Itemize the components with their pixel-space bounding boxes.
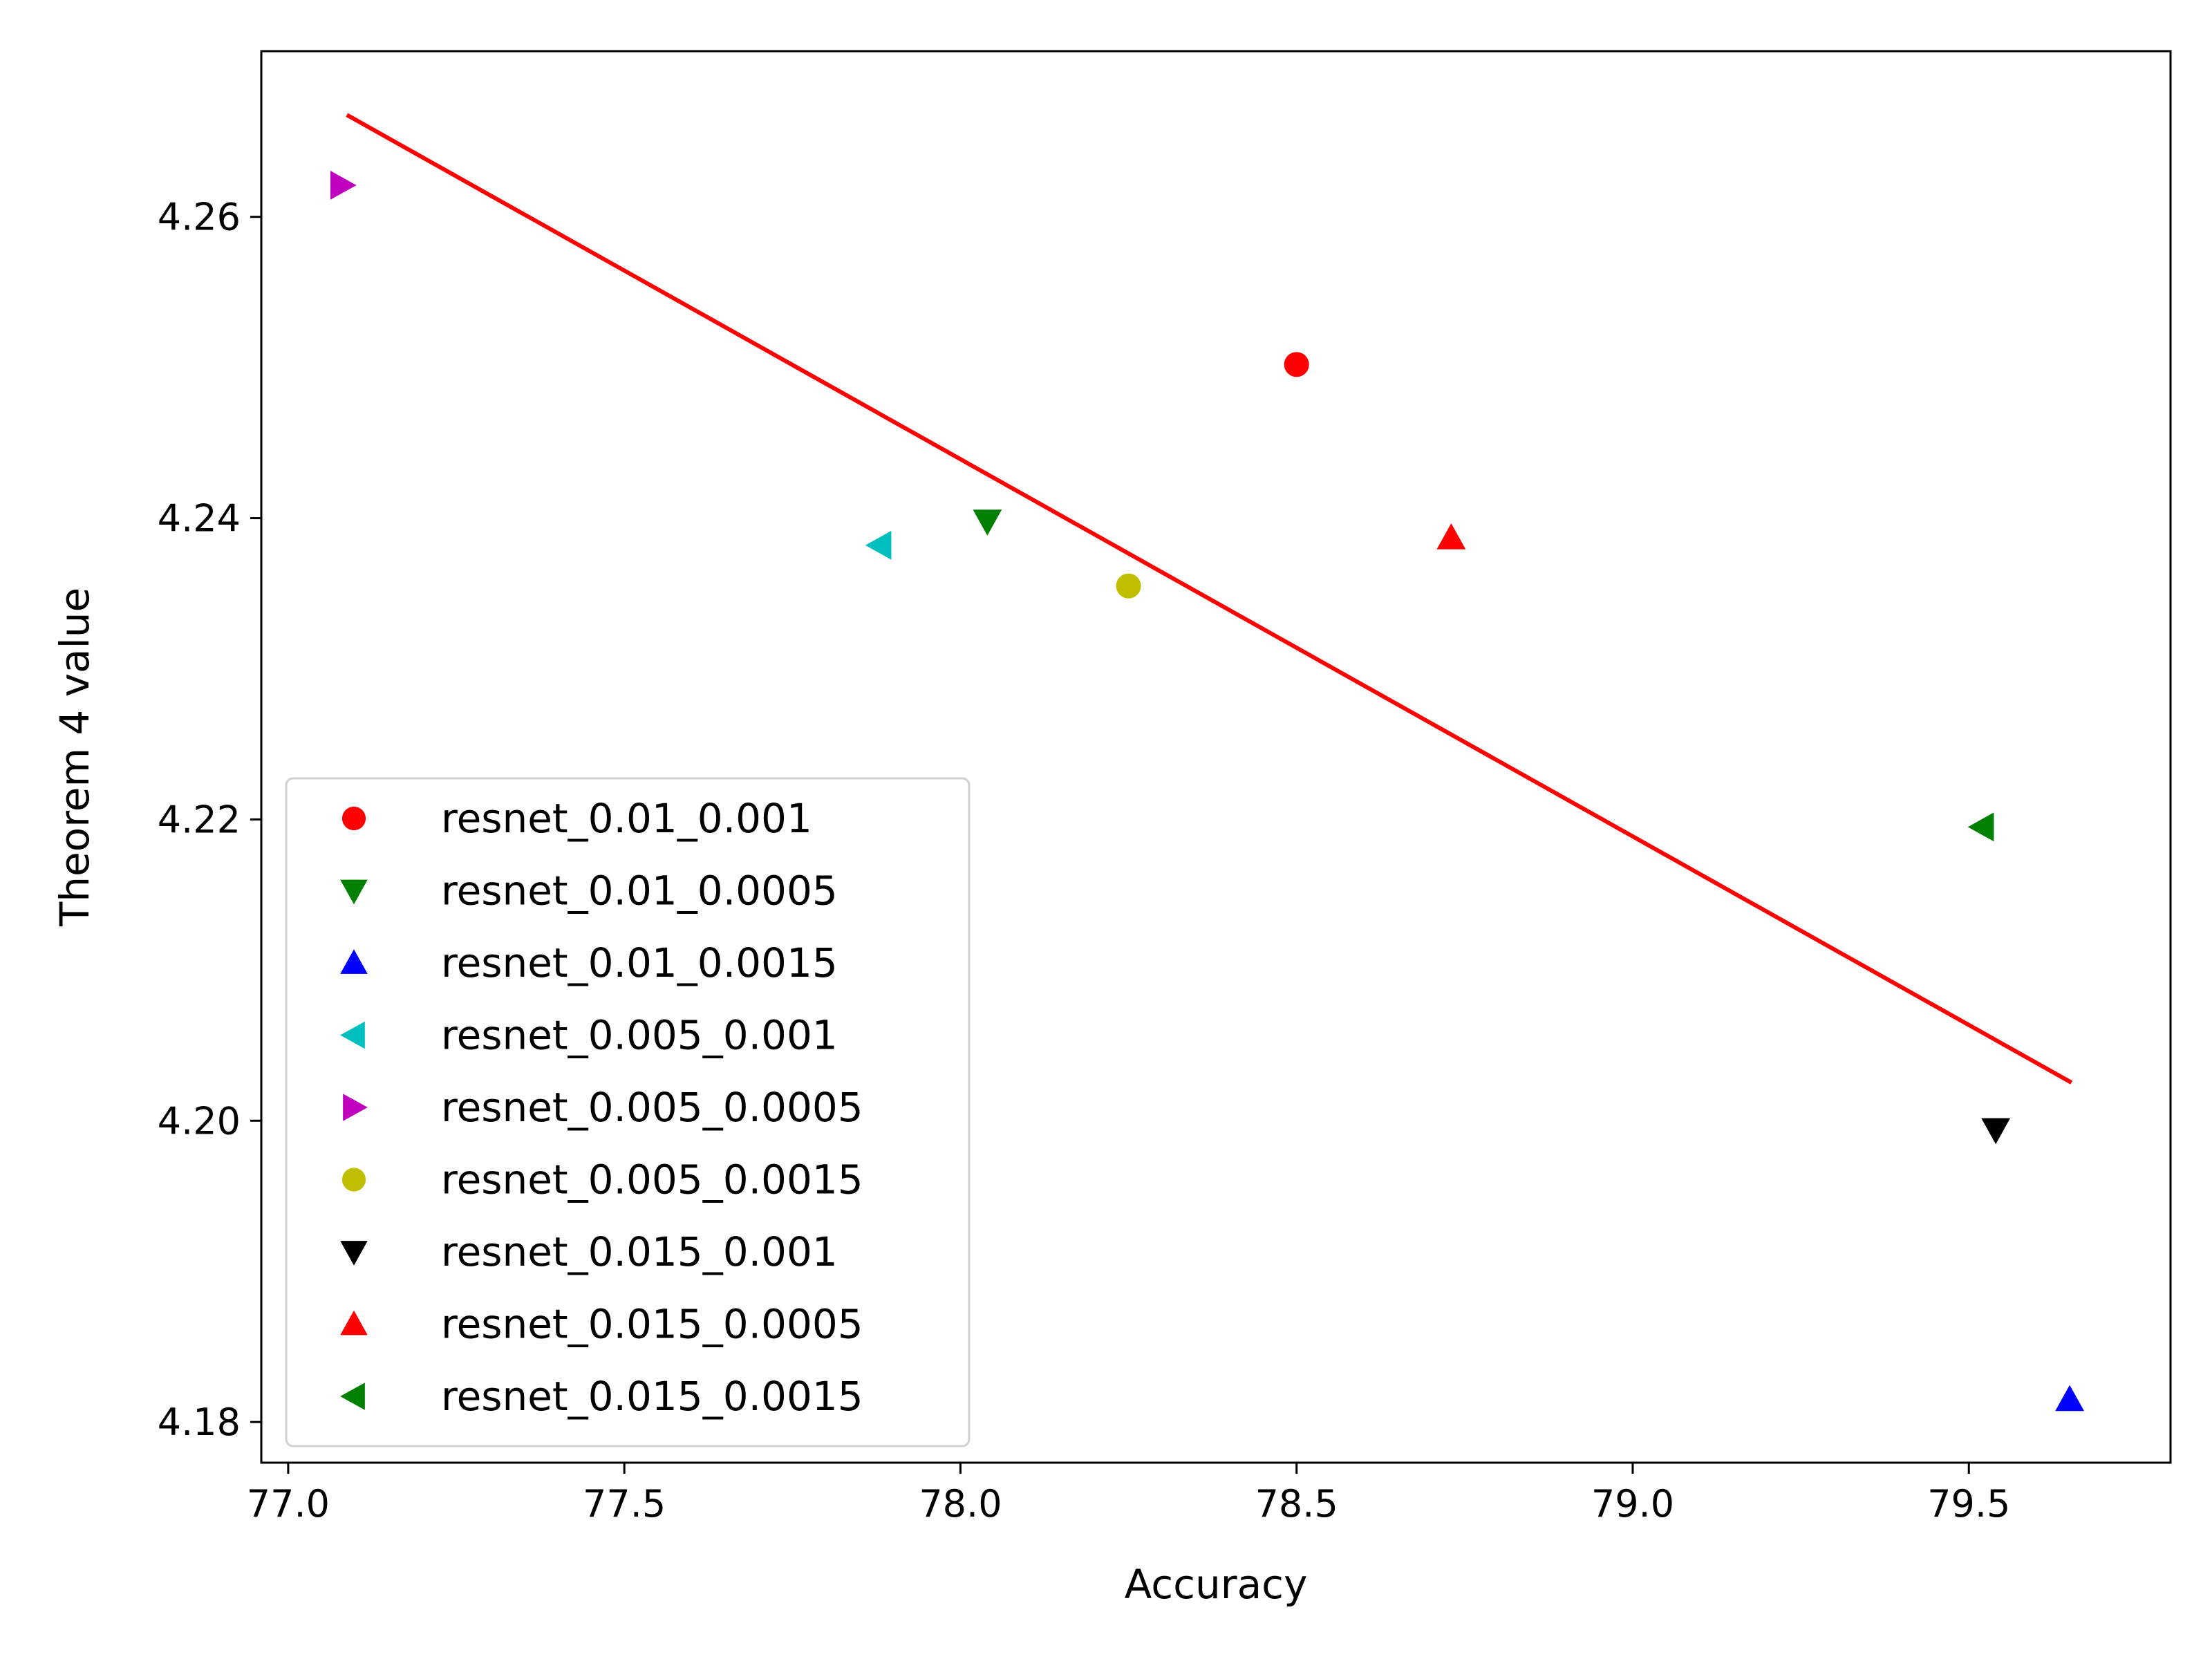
y-tick-label: 4.22: [158, 798, 241, 841]
legend-label: resnet_0.01_0.0015: [441, 939, 838, 986]
legend-marker-resnet_0.01_0.0015: [340, 949, 368, 974]
trend-line: [346, 113, 2073, 1085]
legend-marker-resnet_0.005_0.0005: [343, 1094, 368, 1121]
y-tick-label: 4.18: [158, 1400, 241, 1444]
legend-marker-resnet_0.015_0.0005: [340, 1310, 368, 1335]
legend-label: resnet_0.01_0.0005: [441, 868, 838, 915]
legend-label: resnet_0.015_0.001: [441, 1228, 838, 1275]
legend-label: resnet_0.005_0.001: [441, 1012, 838, 1059]
legend-label: resnet_0.005_0.0015: [441, 1156, 863, 1203]
data-point-resnet_0.015_0.0015: [1967, 812, 1994, 842]
legend-marker-resnet_0.015_0.0015: [340, 1382, 365, 1410]
legend-box: [285, 777, 971, 1447]
legend-label: resnet_0.005_0.0005: [441, 1084, 863, 1131]
axes: 77.0 77.5 78.0 78.5 79.0 79.5 4.18 4.20 4.22 4.24…: [158, 50, 2172, 1526]
x-tick-label: 77.5: [583, 1482, 666, 1526]
legend-label: resnet_0.015_0.0005: [441, 1301, 863, 1348]
legend-label: resnet_0.01_0.001: [441, 795, 812, 842]
y-tick-label: 4.24: [158, 497, 241, 541]
legend-label: resnet_0.015_0.0015: [441, 1373, 863, 1420]
data-point-resnet_0.01_0.001: [1284, 352, 1309, 377]
legend-marker-resnet_0.005_0.0015: [341, 1168, 366, 1192]
x-tick-label: 79.0: [1591, 1482, 1674, 1526]
y-axis-title: Theorem 4 value: [51, 588, 98, 927]
data-point-resnet_0.005_0.0005: [330, 171, 357, 200]
legend-marker-resnet_0.015_0.001: [340, 1241, 368, 1266]
plot-area: [330, 113, 2085, 1412]
plot-frame: [260, 50, 2172, 1464]
x-tick-label: 77.0: [247, 1482, 330, 1526]
x-axis-title: Accuracy: [1125, 1561, 1308, 1608]
x-tick-label: 78.0: [919, 1482, 1002, 1526]
legend-marker-resnet_0.01_0.0005: [340, 879, 368, 905]
legend: resnet_0.01_0.001 resnet_0.01_0.0005resne…: [285, 777, 971, 1447]
y-tick-label: 4.26: [158, 196, 241, 239]
data-point-resnet_0.015_0.0005: [1436, 523, 1466, 550]
legend-marker-resnet_0.01_0.001: [341, 806, 366, 831]
x-tick-label: 79.5: [1927, 1482, 2010, 1526]
data-point-resnet_0.005_0.001: [865, 530, 892, 560]
legend-marker-resnet_0.005_0.001: [340, 1021, 365, 1049]
data-point-resnet_0.015_0.001: [1981, 1118, 2011, 1145]
data-point-resnet_0.01_0.0005: [973, 509, 1002, 536]
data-point-resnet_0.01_0.0015: [2055, 1385, 2085, 1412]
y-tick-label: 4.20: [158, 1099, 241, 1143]
x-tick-label: 78.5: [1255, 1482, 1338, 1526]
data-point-resnet_0.005_0.0015: [1116, 573, 1141, 599]
